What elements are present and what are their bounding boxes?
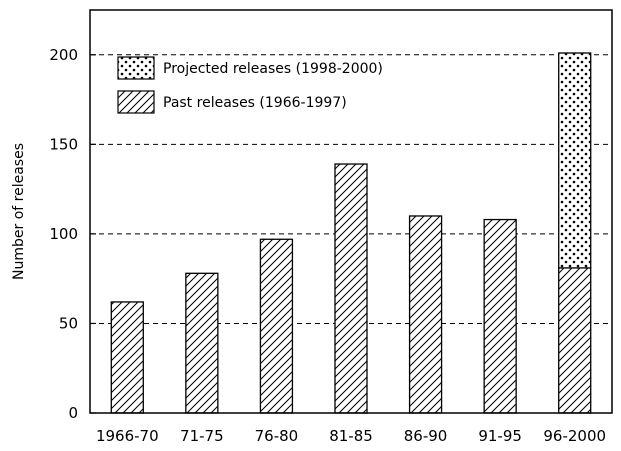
bar-projected	[558, 52, 592, 269]
bar-past	[408, 215, 443, 414]
y-tick-label: 200	[49, 46, 78, 64]
bar-past	[334, 163, 368, 414]
x-tick-label: 1966-70	[96, 427, 159, 445]
legend-label-projected: Projected releases (1998-2000)	[163, 61, 383, 77]
bar-past	[483, 218, 517, 414]
bar-past	[259, 238, 294, 414]
legend-swatch-projected	[117, 56, 155, 80]
y-tick-label: 0	[68, 404, 78, 422]
bar-past	[110, 301, 144, 414]
bar-past	[558, 267, 592, 414]
plot-frame	[89, 9, 613, 414]
bars	[110, 52, 592, 414]
x-tick-label: 71-75	[180, 427, 224, 445]
legend-swatch-past	[117, 90, 155, 114]
y-axis-ticks: 0 50 100 150 200	[49, 46, 96, 422]
x-tick-label: 96-2000	[543, 427, 606, 445]
y-tick-label: 150	[49, 135, 78, 153]
y-axis-label: Number of releases	[11, 143, 27, 280]
x-tick-label: 91-95	[478, 427, 522, 445]
legend: Projected releases (1998-2000) Past rele…	[117, 56, 383, 114]
y-tick-label: 50	[59, 314, 78, 332]
y-tick-label: 100	[49, 225, 78, 243]
x-tick-label: 86-90	[404, 427, 448, 445]
x-axis-ticks: 1966-70 71-75 76-80 81-85 86-90 91-95 96-2000	[96, 427, 606, 445]
legend-label-past: Past releases (1966-1997)	[163, 95, 347, 111]
x-tick-label: 81-85	[329, 427, 373, 445]
bar-past	[185, 272, 219, 414]
x-tick-label: 76-80	[255, 427, 299, 445]
